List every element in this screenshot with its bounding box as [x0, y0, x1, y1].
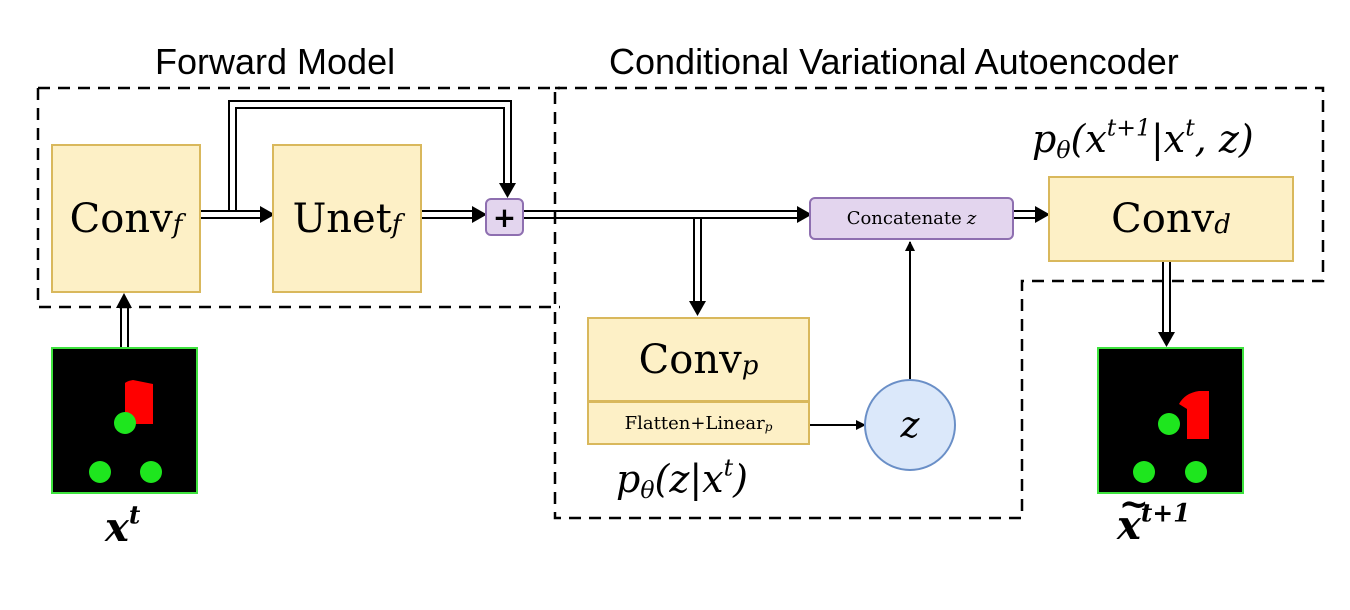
decoder-open: (x — [1070, 117, 1107, 161]
unet-f-subscript: f — [391, 209, 402, 240]
decoder-mid: |x — [1150, 117, 1186, 161]
prior-args: (z|x — [654, 457, 724, 501]
latent-z-node: z — [864, 379, 956, 471]
conv-p-subscript: p — [741, 350, 759, 381]
output-green-ball-left — [1133, 461, 1155, 483]
cvae-region — [553, 86, 1325, 520]
input-state-label: xt — [105, 503, 140, 548]
conv-f-block: Conv f — [51, 144, 201, 293]
conv-f-label: Conv — [69, 195, 173, 242]
concatenate-node: Concatenate z — [809, 197, 1014, 240]
conv-p-label: Conv — [638, 336, 742, 383]
input-green-ball-left — [89, 461, 111, 483]
decoder-theta: θ — [1056, 135, 1071, 164]
unet-f-label: Unet — [292, 195, 392, 242]
output-t1: t+1 — [1140, 498, 1191, 528]
input-frame-image — [51, 347, 198, 494]
conv-d-block: Conv d — [1048, 176, 1294, 262]
residual-add-node: + — [485, 198, 524, 236]
flatten-linear-label: Flatten+Linear — [624, 412, 765, 434]
prior-close: ) — [733, 457, 748, 501]
flatten-linear-subscript: p — [764, 420, 773, 434]
predicted-frame-image — [1097, 347, 1244, 494]
decoder-p: p — [1032, 117, 1057, 161]
conv-p-block: Conv p — [587, 317, 810, 402]
input-red-object — [125, 380, 153, 424]
input-green-ball-top — [114, 412, 136, 434]
prior-theta: θ — [640, 475, 655, 504]
forward-model-title: Forward Model — [155, 41, 396, 82]
flatten-linear-block: Flatten+Linear p — [587, 401, 810, 445]
conv-d-label: Conv — [1111, 196, 1215, 242]
output-green-ball-top — [1158, 413, 1180, 435]
prior-distribution-label: pθ(z|xt) — [616, 456, 748, 502]
conv-d-subscript: d — [1214, 210, 1231, 240]
decoder-t1: t+1 — [1106, 113, 1151, 142]
output-state-label: xt+1 — [1117, 486, 1190, 546]
concatenate-variable: z — [966, 208, 977, 229]
decoder-distribution-label: pθ(xt+1|xt, z) — [1032, 116, 1254, 162]
input-green-ball-right — [140, 461, 162, 483]
input-frame-drawing — [89, 380, 162, 483]
output-x: x — [1117, 486, 1149, 546]
concatenate-label: Concatenate — [846, 208, 962, 229]
decoder-t: t — [1185, 113, 1195, 142]
forward-model-region — [36, 86, 560, 309]
dashed-regions — [36, 86, 1325, 520]
prior-t: t — [723, 453, 734, 482]
cvae-title: Conditional Variational Autoencoder — [609, 41, 1179, 82]
input-t: t — [128, 500, 141, 530]
unet-f-block: Unet f — [272, 144, 422, 293]
output-red-object — [1179, 391, 1209, 439]
input-x: x — [105, 504, 129, 551]
conv-f-subscript: f — [172, 209, 183, 240]
decoder-close: , z) — [1194, 117, 1254, 161]
output-green-ball-right — [1185, 461, 1207, 483]
predicted-frame-drawing — [1133, 391, 1209, 483]
prior-p: p — [616, 457, 641, 501]
